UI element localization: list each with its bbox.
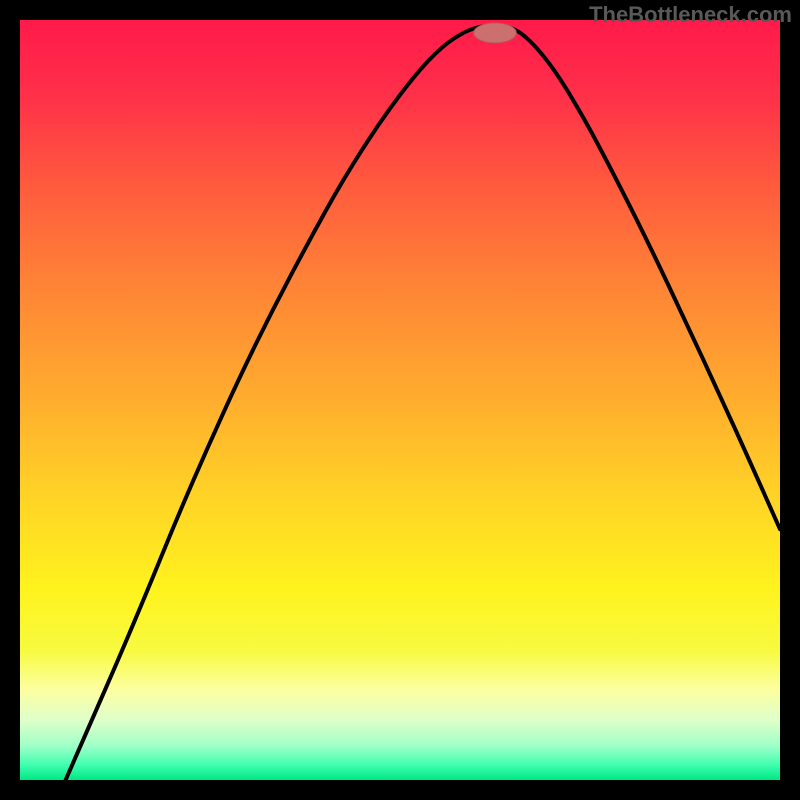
sweet-spot-marker bbox=[474, 23, 517, 43]
gradient-background bbox=[20, 20, 780, 780]
chart-container: TheBottleneck.com bbox=[0, 0, 800, 800]
bottleneck-chart bbox=[0, 0, 800, 800]
watermark-text: TheBottleneck.com bbox=[589, 2, 792, 28]
